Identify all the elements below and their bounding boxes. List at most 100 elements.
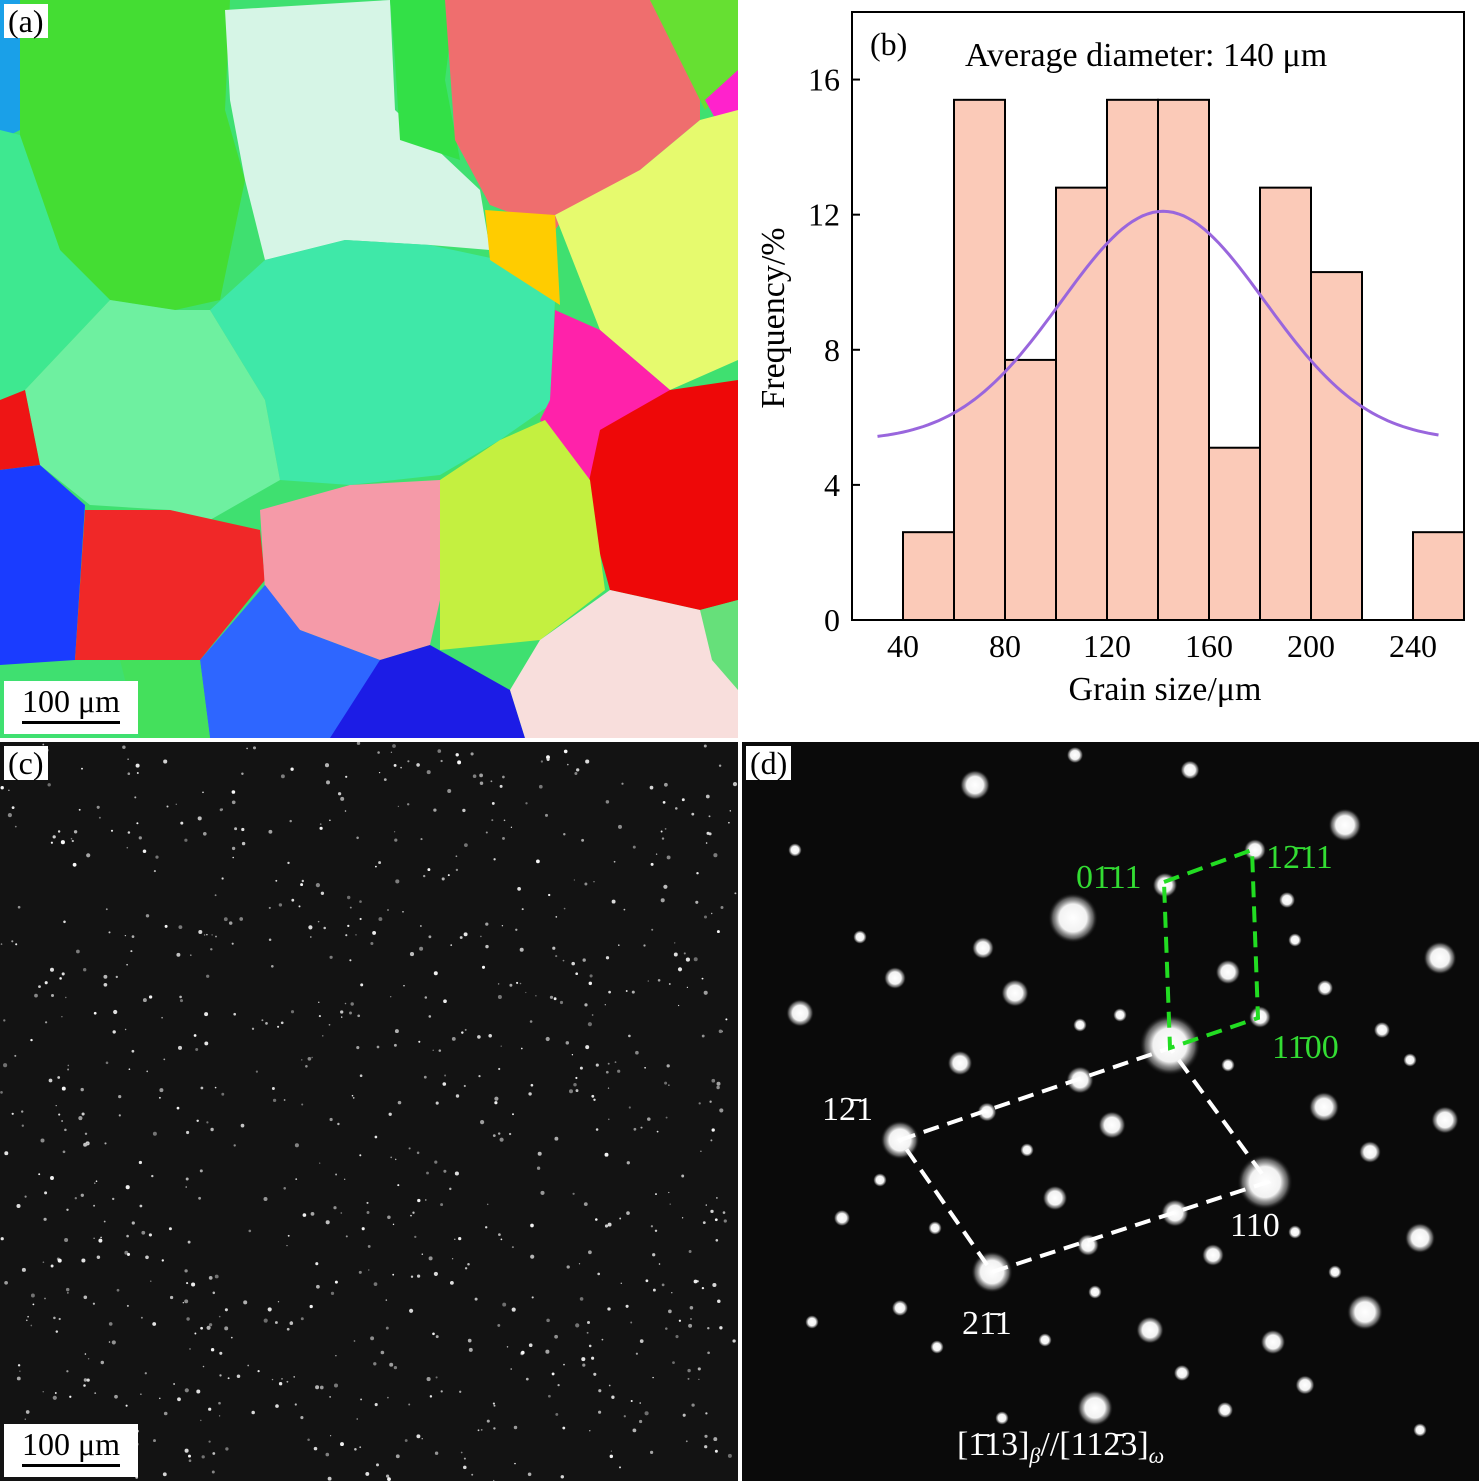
- speckle-dot: [4, 1151, 9, 1156]
- speckle-dot: [584, 882, 588, 886]
- speckle-dot: [208, 1323, 213, 1327]
- speckle-dot: [625, 1304, 629, 1308]
- speckle-dot: [588, 1344, 592, 1348]
- dark-field-image: [0, 742, 738, 1481]
- speckle-dot: [575, 1323, 580, 1328]
- speckle-dot: [714, 1218, 718, 1222]
- speckle-dot: [168, 1227, 172, 1231]
- speckle-dot: [74, 1197, 77, 1200]
- speckle-dot: [663, 884, 668, 889]
- speckle-dot: [318, 1001, 320, 1003]
- speckle-dot: [373, 1362, 377, 1366]
- speckle-dot: [585, 1045, 590, 1050]
- speckle-dot: [134, 796, 137, 799]
- speckle-dot: [500, 1045, 502, 1047]
- speckle-dot: [722, 1211, 726, 1214]
- speckle-dot: [268, 906, 271, 909]
- speckle-dot: [649, 1450, 654, 1455]
- speckle-dot: [575, 1089, 579, 1093]
- diffraction-spot: [1404, 1222, 1436, 1254]
- speckle-dot: [166, 805, 169, 808]
- speckle-dot: [366, 1201, 369, 1204]
- y-axis-label: Frequency/%: [755, 227, 792, 408]
- speckle-dot: [555, 1412, 559, 1416]
- histogram-bar: [1004, 358, 1057, 621]
- speckle-dot: [560, 1475, 565, 1479]
- speckle-dot: [440, 759, 443, 763]
- average-diameter-annotation: Average diameter: 140 μm: [965, 37, 1327, 74]
- speckle-dot: [650, 862, 654, 866]
- speckle-dot: [682, 1413, 686, 1417]
- speckle-dot: [138, 1160, 143, 1165]
- speckle-dot: [319, 1385, 324, 1390]
- diffraction-spot: [1038, 1333, 1052, 1347]
- speckle-dot: [351, 1094, 354, 1097]
- speckle-dot: [315, 1262, 319, 1266]
- speckle-dot: [387, 1215, 391, 1220]
- speckle-dot: [459, 1390, 462, 1393]
- speckle-dot: [668, 1309, 672, 1314]
- speckle-dot: [704, 1434, 708, 1438]
- speckle-dot: [233, 1012, 237, 1016]
- speckle-dot: [503, 819, 506, 822]
- speckle-dot: [21, 1124, 24, 1127]
- speckle-dot: [179, 995, 182, 999]
- speckle-dot: [263, 1318, 268, 1323]
- speckle-dot: [230, 1336, 233, 1339]
- speckle-dot: [194, 1332, 197, 1335]
- speckle-dot: [286, 1245, 288, 1247]
- speckle-dot: [103, 982, 108, 987]
- speckle-dot: [71, 839, 74, 843]
- speckle-dot: [144, 1372, 147, 1375]
- speckle-dot: [718, 1029, 723, 1034]
- speckle-dot: [689, 1306, 694, 1310]
- diffraction-spot: [1161, 1199, 1189, 1227]
- speckle-dot: [378, 861, 382, 865]
- speckle-dot: [142, 849, 147, 854]
- speckle-dot: [275, 1404, 279, 1408]
- speckle-dot: [61, 1120, 64, 1122]
- speckle-dot: [494, 1101, 498, 1105]
- speckle-dot: [241, 841, 246, 846]
- speckle-dot: [683, 952, 686, 955]
- speckle-dot: [112, 1197, 115, 1201]
- speckle-dot: [649, 785, 654, 790]
- speckle-dot: [492, 1134, 496, 1137]
- speckle-dot: [710, 1209, 714, 1214]
- speckle-dot: [582, 958, 586, 962]
- speckle-dot: [188, 1454, 191, 1458]
- histogram-bar: [902, 531, 955, 622]
- speckle-dot: [462, 808, 466, 813]
- speckle-dot: [241, 772, 244, 775]
- speckle-dot: [718, 764, 722, 767]
- speckle-dot: [497, 983, 500, 985]
- speckle-dot: [447, 874, 450, 877]
- speckle-dot: [201, 1455, 205, 1459]
- speckle-dot: [375, 865, 377, 868]
- speckle-dot: [333, 1383, 339, 1388]
- speckle-dot: [191, 1282, 196, 1287]
- speckle-dot: [417, 1198, 421, 1203]
- speckle-dot: [111, 1340, 116, 1345]
- speckle-dot: [421, 1253, 424, 1255]
- speckle-dot: [178, 925, 183, 930]
- speckle-dot: [528, 1092, 532, 1096]
- scale-bar-a: 100 μm: [4, 681, 139, 734]
- speckle-dot: [623, 1415, 626, 1418]
- speckle-dot: [0, 786, 4, 790]
- speckle-dot: [392, 744, 396, 748]
- speckle-dot: [474, 1297, 478, 1301]
- speckle-dot: [620, 1282, 623, 1285]
- speckle-dot: [525, 1377, 529, 1381]
- speckle-dot: [711, 1078, 716, 1083]
- speckle-dot: [87, 1358, 90, 1360]
- speckle-dot: [76, 949, 80, 954]
- speckle-dot: [50, 1176, 54, 1180]
- speckle-dot: [521, 1350, 525, 1355]
- speckle-dot: [94, 1182, 96, 1184]
- speckle-dot: [215, 935, 217, 938]
- speckle-dot: [530, 1223, 534, 1228]
- speckle-dot: [325, 1220, 330, 1225]
- speckle-dot: [275, 879, 278, 882]
- speckle-dot: [686, 986, 689, 989]
